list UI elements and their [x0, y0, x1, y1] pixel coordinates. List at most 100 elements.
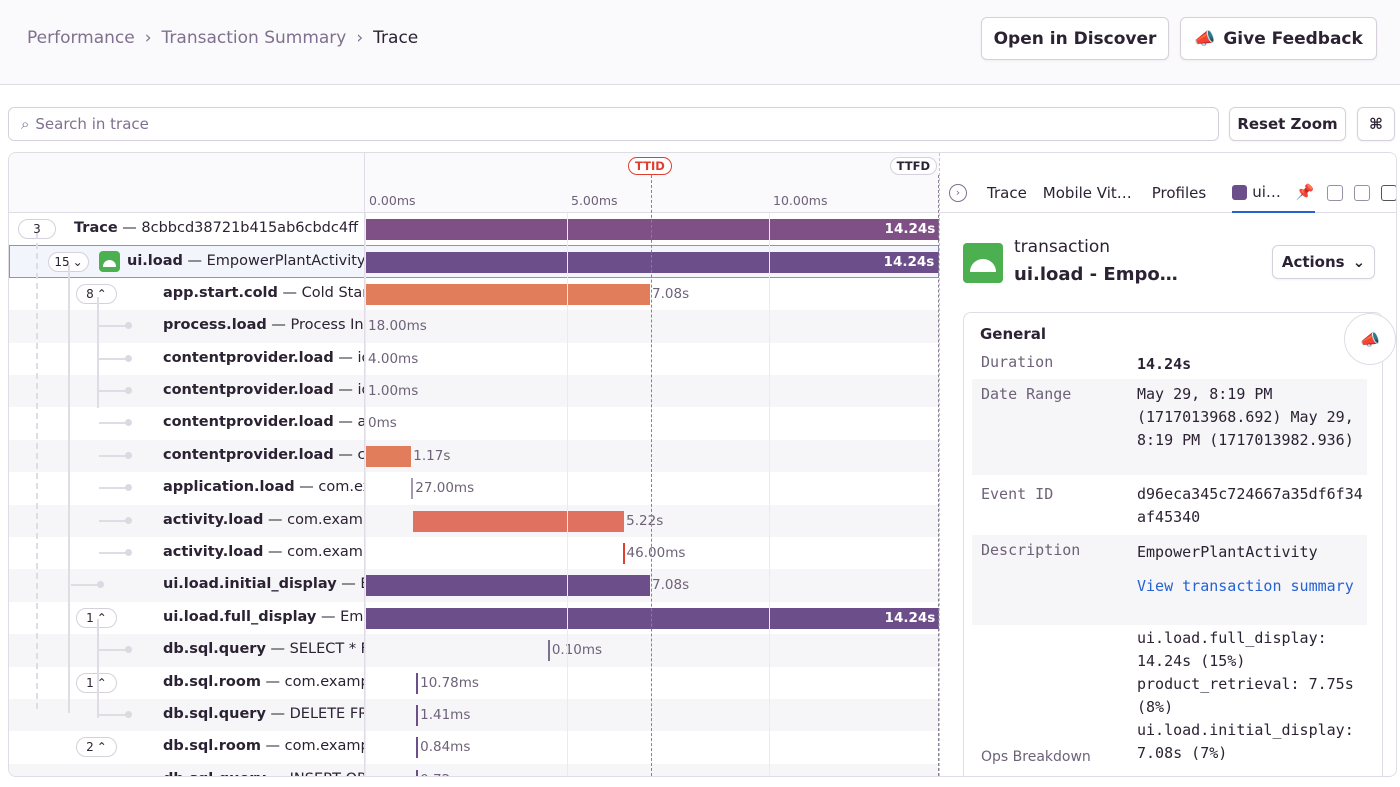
field-value: May 29, 8:19 PM (1717013968.692) May 29,… [1137, 385, 1354, 449]
chevron-icon: ⌃ [96, 675, 107, 690]
trace-row[interactable]: contentprovider.load — io1.00ms [9, 375, 939, 408]
trace-row[interactable]: 15 ⌄ ui.load — EmpowerPlantActivity 14.24s [9, 245, 941, 278]
actions-dropdown[interactable]: Actions ⌄ [1272, 245, 1375, 279]
trace-row[interactable]: db.sql.query — DELETE FR 1.41ms [9, 699, 939, 732]
feedback-megaphone-icon[interactable]: 📣 [1344, 313, 1396, 365]
span-duration: 14.24s [884, 609, 936, 626]
general-section [963, 312, 1383, 776]
trace-row[interactable]: ui.load.initial_display — Empo 7.08s [9, 569, 939, 602]
tree-node-dot [125, 516, 132, 524]
trace-row[interactable]: contentprovider.load — co 1.17s [9, 439, 939, 473]
ttid-marker-line [651, 175, 653, 776]
search-icon: ⌕ [21, 115, 30, 133]
child-count: 1 [86, 610, 94, 625]
span-label: db.sql.room — com.example.vu [163, 738, 364, 754]
tick-label: 10.00ms [773, 193, 828, 208]
ttid-marker[interactable]: TTID [628, 157, 672, 175]
button-label: Open in Discover [993, 28, 1157, 49]
span-op: db.sql.query [163, 706, 266, 722]
tab-mobile-vitals[interactable]: Mobile Vit… [1042, 183, 1132, 202]
search-input[interactable]: ⌕ Search in trace [8, 107, 1219, 141]
dock-right-icon[interactable] [1380, 184, 1396, 201]
dock-left-icon[interactable] [1326, 184, 1343, 201]
field-key: Event ID [981, 485, 1054, 503]
span-description: SELECT * F [289, 641, 364, 658]
span-bar[interactable] [416, 737, 419, 759]
tab-trace[interactable]: Trace [987, 183, 1027, 202]
trace-row[interactable]: db.sql.query — SELECT * F 0.10ms [9, 634, 939, 667]
span-bar[interactable] [364, 445, 412, 467]
span-label: db.sql.room — com.example.vu [163, 674, 364, 690]
chevron-right-icon: › [356, 28, 364, 48]
tree-connector [99, 519, 129, 522]
span-label: db.sql.query — INSERT OR [163, 771, 364, 776]
view-transaction-summary-link[interactable]: View transaction summary [1137, 577, 1354, 595]
span-bar[interactable] [547, 640, 550, 662]
trace-row[interactable]: 1⌃ db.sql.room — com.example.vu 10.78ms [9, 667, 939, 699]
page-header: Performance › Transaction Summary › Trace … [0, 0, 1400, 85]
breadcrumb-transaction-summary[interactable]: Transaction Summary [161, 28, 347, 48]
span-bar[interactable] [365, 252, 941, 274]
gridline [567, 213, 568, 776]
trace-row[interactable]: contentprovider.load — ar0ms [9, 407, 939, 439]
child-count-toggle[interactable]: 8 ⌃ [76, 283, 117, 304]
field-value: 14.24s [1137, 355, 1192, 373]
drawer-tabs: › Trace Mobile Vit… Profiles ui… 📌 [940, 173, 1396, 213]
trace-row[interactable]: activity.load — com.examp 46.00ms [9, 537, 939, 569]
span-duration: 1.41ms [420, 707, 471, 723]
dock-bottom-icon[interactable] [1353, 184, 1370, 201]
command-button[interactable]: ⌘ [1357, 107, 1395, 141]
pin-icon[interactable]: 📌 [1295, 183, 1315, 201]
trace-row[interactable]: 8⌃ app.start.cold — Cold Start 7.08s [9, 278, 939, 310]
tree-node-dot [125, 451, 132, 459]
span-bar[interactable] [364, 283, 651, 305]
child-count-toggle[interactable]: 1 ⌃ [76, 607, 117, 628]
megaphone-icon: 📣 [1194, 28, 1216, 49]
span-bar[interactable] [416, 769, 419, 776]
span-op: process.load [163, 317, 267, 334]
tab-ui-load[interactable]: ui… 📌 [1232, 173, 1315, 213]
trace-row[interactable]: activity.load — com.examp 5.22s [9, 504, 939, 537]
chevron-down-icon: ⌄ [1352, 253, 1366, 271]
span-bar[interactable] [416, 705, 419, 726]
child-count-toggle[interactable]: 3 [18, 219, 56, 239]
span-label: activity.load — com.examp [163, 512, 364, 528]
trace-row[interactable]: application.load — com.ex 27.00ms [9, 472, 939, 504]
reset-zoom-button[interactable]: Reset Zoom [1229, 107, 1346, 141]
field-key: Duration [981, 353, 1054, 371]
tree-node-dot [125, 549, 132, 556]
give-feedback-button[interactable]: 📣 Give Feedback [1180, 17, 1377, 60]
child-count-toggle[interactable]: 2 ⌃ [76, 737, 117, 758]
trace-row[interactable]: contentprovider.load — io4.00ms [9, 343, 939, 375]
span-op: db.sql.query [163, 771, 266, 776]
ttfd-marker[interactable]: TTFD [889, 157, 937, 175]
tree-node-dot [125, 711, 132, 718]
span-op: contentprovider.load [163, 382, 334, 398]
breadcrumb-performance[interactable]: Performance [27, 28, 135, 48]
span-description: Empo [360, 576, 364, 592]
collapse-icon[interactable]: › [949, 183, 967, 202]
span-description: com.example.vu [284, 738, 364, 755]
span-duration: 5.22s [626, 512, 664, 529]
timeline[interactable]: 0.00ms 5.00ms 10.00ms TTID TTFD [364, 153, 939, 776]
span-bar[interactable] [622, 543, 625, 564]
span-op: contentprovider.load [163, 446, 334, 463]
android-icon [99, 251, 120, 273]
trace-row[interactable]: process.load — Process Initialization18.… [9, 310, 939, 343]
drawer-title: ui.load - Empo… [1014, 264, 1178, 285]
command-icon: ⌘ [1369, 115, 1383, 133]
span-bar[interactable] [413, 510, 625, 532]
trace-row[interactable]: 2⌃ db.sql.room — com.example.vu 0.84ms [9, 731, 939, 763]
span-op: ui.load.initial_display [163, 576, 337, 593]
field-value: ui.load.full_display: 14.24s (15%) produ… [1137, 629, 1354, 762]
open-in-discover-button[interactable]: Open in Discover [981, 17, 1169, 60]
child-count-toggle[interactable]: 1 ⌃ [76, 672, 117, 693]
span-bar[interactable] [411, 478, 414, 500]
span-label: db.sql.query — SELECT * F [163, 641, 364, 657]
tab-profiles[interactable]: Profiles [1151, 183, 1207, 202]
trace-row[interactable]: db.sql.query — INSERT OR 0.72 [9, 763, 939, 776]
span-bar[interactable] [416, 672, 419, 694]
breadcrumb-trace: Trace [373, 28, 419, 48]
span-duration: 46.00ms [626, 545, 686, 561]
span-bar[interactable] [364, 575, 651, 597]
